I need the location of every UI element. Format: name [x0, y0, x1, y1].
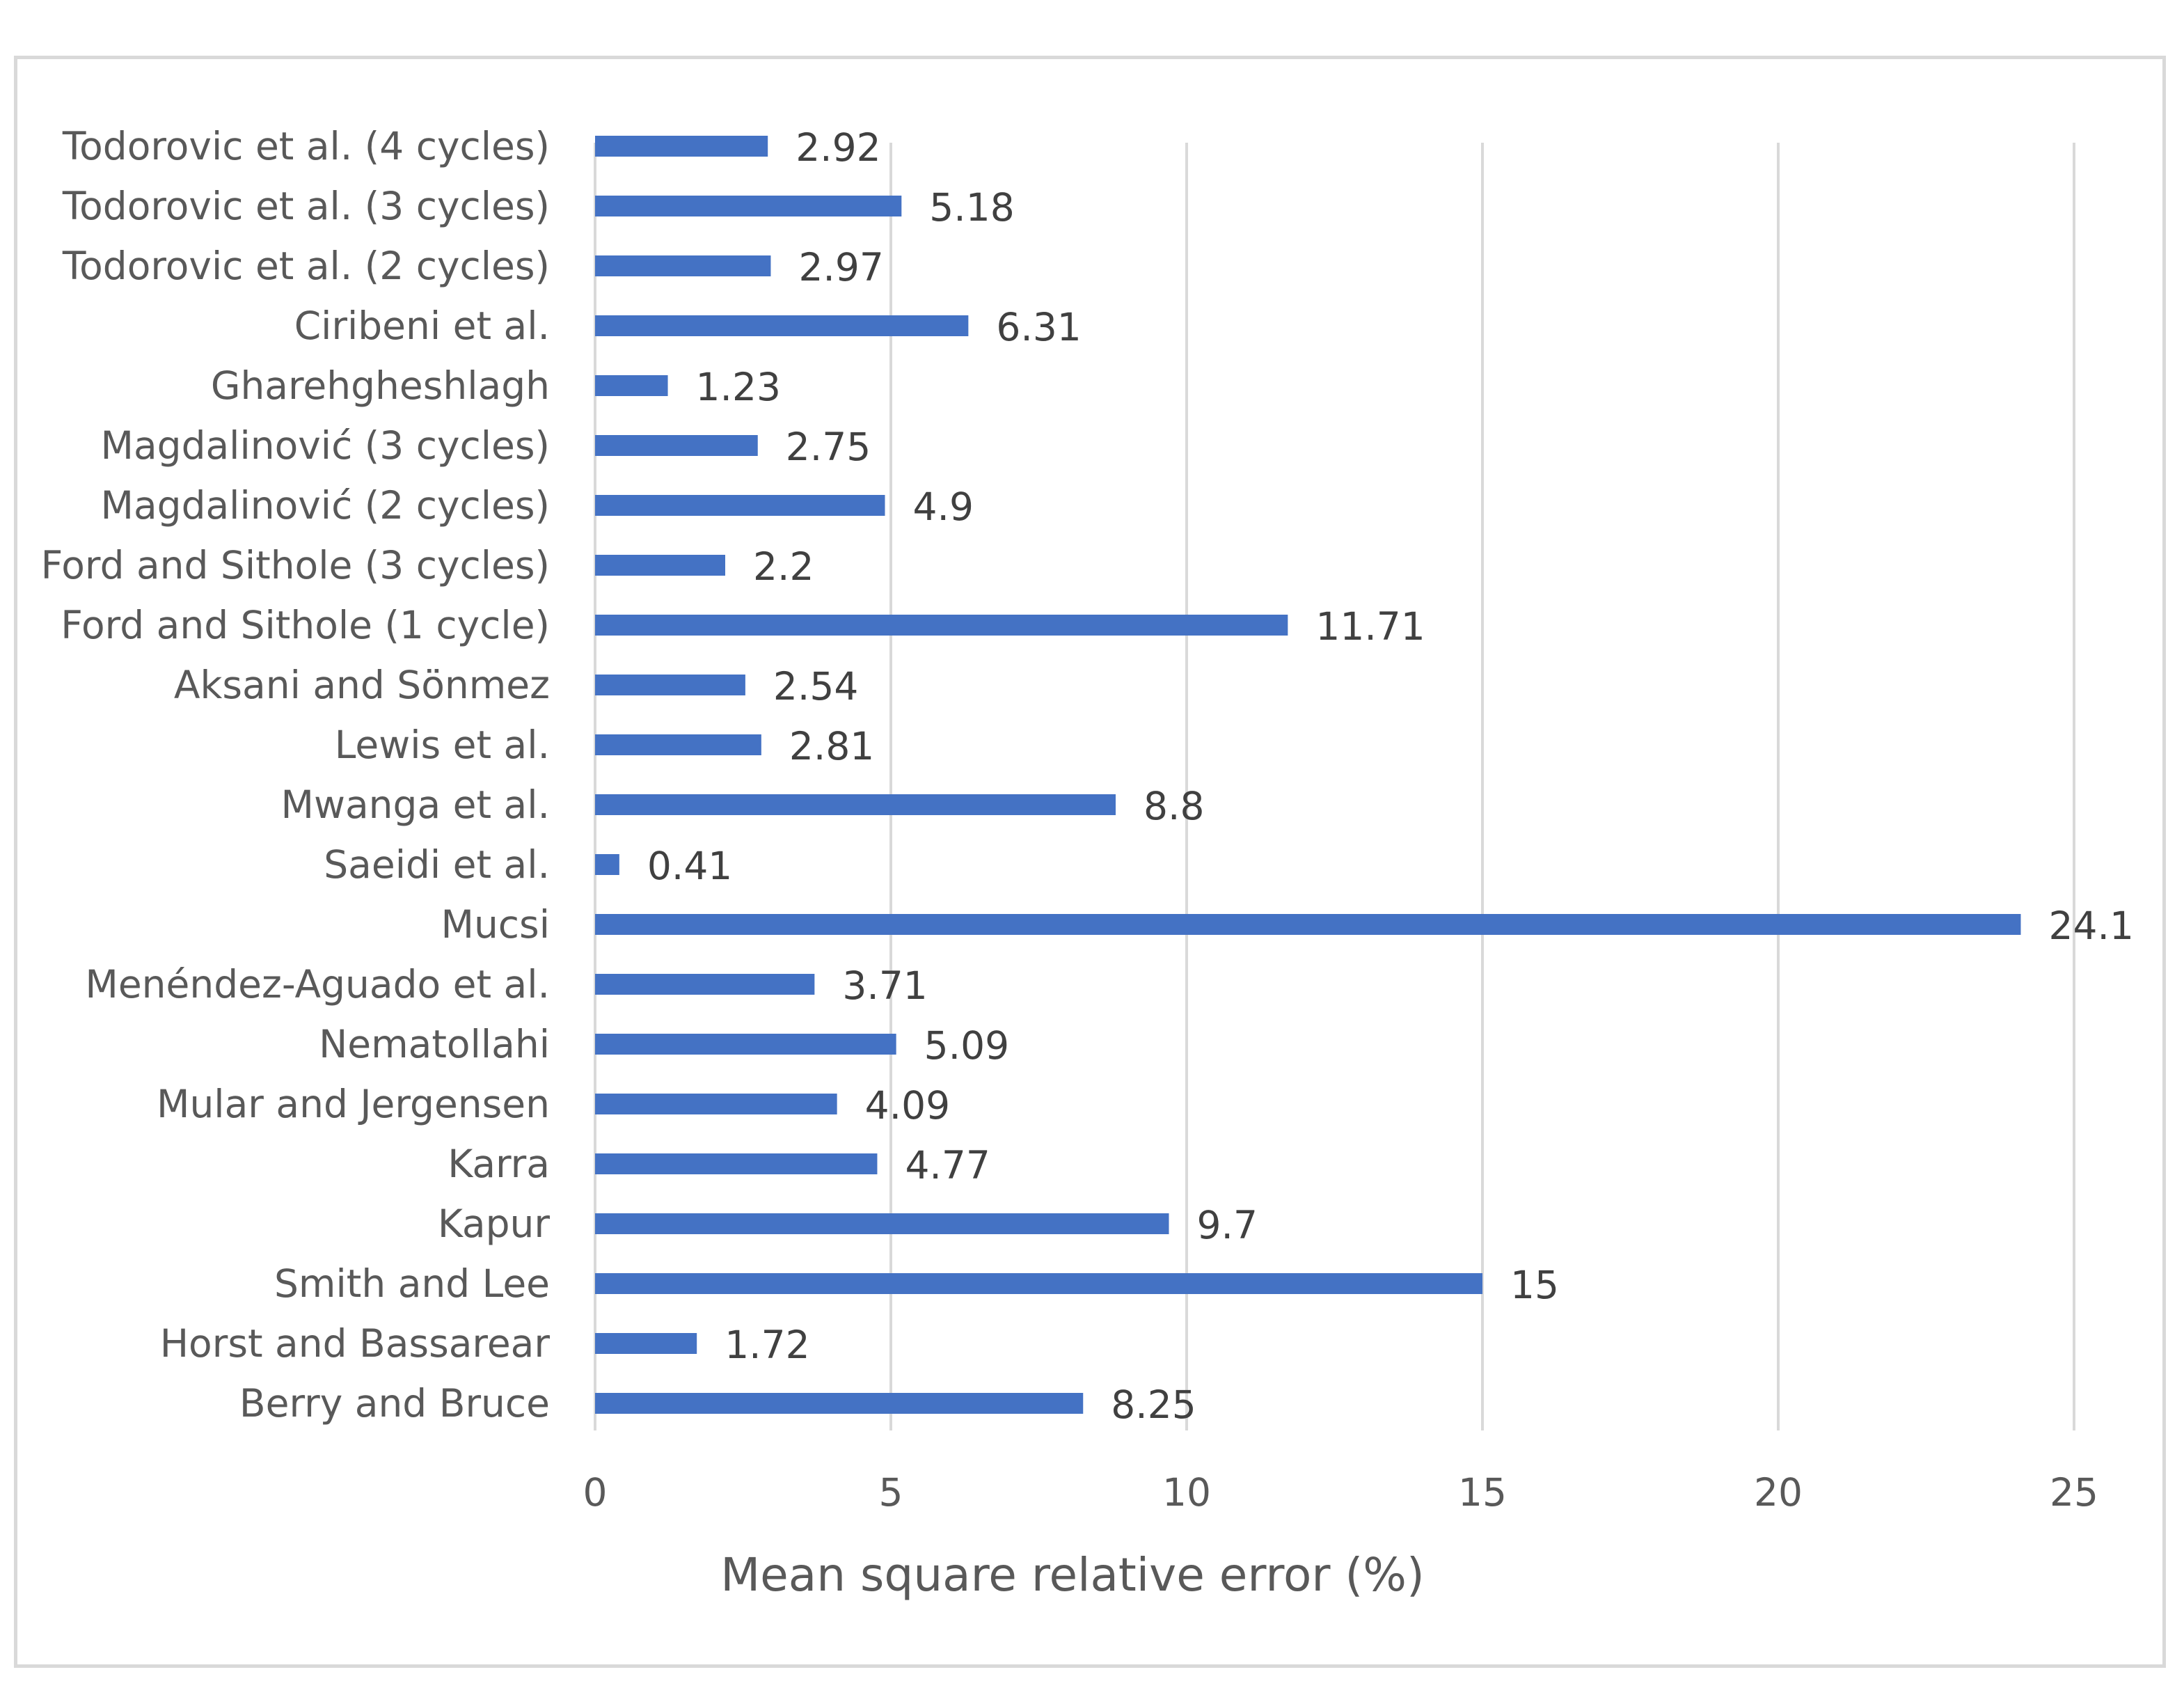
value-label-16: 4.09: [865, 1083, 950, 1128]
value-label-17: 4.77: [905, 1143, 990, 1188]
bar-9: [595, 675, 745, 695]
value-label-15: 5.09: [924, 1023, 1009, 1068]
category-label-13: Mucsi: [441, 902, 551, 947]
category-label-7: Ford and Sithole (3 cycles): [41, 543, 550, 588]
category-label-12: Saeidi et al.: [324, 842, 550, 887]
category-labels: Todorovic et al. (4 cycles) Todorovic et …: [41, 124, 551, 1426]
value-label-3: 6.31: [996, 305, 1081, 349]
bar-5: [595, 435, 758, 456]
bar-10: [595, 734, 761, 755]
x-axis-ticks: 0 5 10 15 20 25: [583, 1470, 2099, 1515]
bar-12: [595, 854, 619, 875]
category-label-3: Ciribeni et al.: [294, 303, 550, 348]
bar-2: [595, 255, 771, 276]
x-tick-label-15: 15: [1458, 1470, 1507, 1515]
bar-0: [595, 136, 768, 157]
value-label-6: 4.9: [913, 484, 974, 529]
bar-17: [595, 1153, 878, 1174]
bar-21: [595, 1393, 1084, 1414]
value-label-19: 15: [1510, 1263, 1559, 1307]
value-label-4: 1.23: [696, 365, 781, 409]
bar-13: [595, 914, 2021, 935]
bar-11: [595, 794, 1116, 815]
value-label-9: 2.54: [773, 664, 858, 709]
bar-14: [595, 974, 815, 995]
value-label-10: 2.81: [789, 724, 874, 768]
value-label-7: 2.2: [753, 544, 814, 589]
bar-15: [595, 1034, 896, 1055]
value-label-8: 11.71: [1315, 604, 1425, 649]
x-tick-label-20: 20: [1754, 1470, 1803, 1515]
category-label-20: Horst and Bassarear: [160, 1321, 551, 1366]
category-label-8: Ford and Sithole (1 cycle): [61, 603, 550, 647]
category-label-9: Aksani and Sönmez: [174, 663, 550, 707]
x-tick-label-0: 0: [583, 1470, 608, 1515]
category-label-15: Nematollahi: [319, 1022, 550, 1066]
bars: [595, 136, 2021, 1414]
value-label-12: 0.41: [647, 844, 732, 888]
bar-19: [595, 1273, 1482, 1294]
category-label-16: Mular and Jergensen: [157, 1082, 550, 1126]
bar-chart: Todorovic et al. (4 cycles) Todorovic et …: [41, 124, 2134, 1602]
bar-3: [595, 315, 969, 336]
x-tick-label-10: 10: [1162, 1470, 1211, 1515]
category-label-6: Magdalinović (2 cycles): [101, 483, 551, 528]
value-labels: 2.92 5.18 2.97 6.31 1.232.75 4.9 2.2 11.71 2.54 2…: [647, 125, 2134, 1427]
value-label-1: 5.18: [929, 185, 1014, 230]
category-label-10: Lewis et al.: [335, 723, 550, 767]
category-label-18: Kapur: [438, 1201, 551, 1246]
x-tick-label-5: 5: [879, 1470, 903, 1515]
bar-7: [595, 555, 725, 576]
category-label-21: Berry and Bruce: [239, 1381, 550, 1426]
category-label-19: Smith and Lee: [274, 1261, 550, 1306]
bar-16: [595, 1094, 837, 1114]
bar-8: [595, 615, 1288, 636]
category-label-17: Karra: [448, 1142, 550, 1186]
value-label-13: 24.1: [2049, 904, 2134, 948]
category-label-14: Menéndez-Aguado et al.: [85, 962, 550, 1007]
bar-1: [595, 196, 902, 216]
bar-20: [595, 1333, 697, 1354]
bar-6: [595, 495, 885, 516]
bar-4: [595, 375, 668, 396]
value-label-5: 2.75: [786, 425, 871, 469]
x-axis-title: Mean square relative error (%): [720, 1548, 1425, 1602]
chart-frame: Todorovic et al. (4 cycles) Todorovic et …: [14, 56, 2166, 1668]
value-label-18: 9.7: [1197, 1203, 1258, 1247]
category-label-4: Gharehgheshlagh: [211, 363, 550, 408]
value-label-14: 3.71: [842, 963, 927, 1008]
value-label-2: 2.97: [798, 245, 883, 290]
bar-18: [595, 1213, 1169, 1234]
category-label-1: Todorovic et al. (3 cycles): [62, 184, 550, 228]
value-label-20: 1.72: [725, 1323, 809, 1367]
x-tick-label-25: 25: [2050, 1470, 2098, 1515]
value-label-11: 8.8: [1144, 784, 1204, 828]
category-label-11: Mwanga et al.: [281, 782, 550, 827]
category-label-5: Magdalinović (3 cycles): [101, 423, 551, 468]
category-label-0: Todorovic et al. (4 cycles): [62, 124, 550, 168]
value-label-0: 2.92: [796, 125, 880, 170]
value-label-21: 8.25: [1111, 1382, 1196, 1427]
category-label-2: Todorovic et al. (2 cycles): [62, 244, 550, 288]
